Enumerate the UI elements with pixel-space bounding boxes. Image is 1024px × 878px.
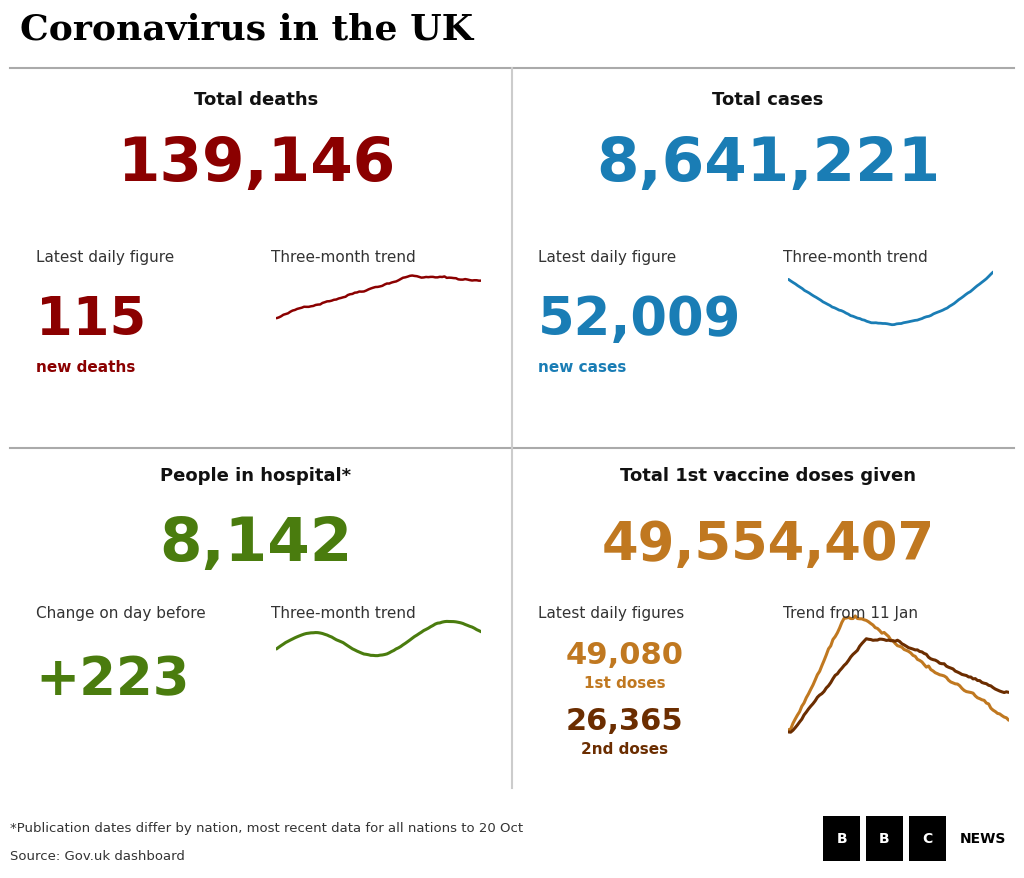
Text: Three-month trend: Three-month trend — [271, 605, 416, 620]
Text: *Publication dates differ by nation, most recent data for all nations to 20 Oct: *Publication dates differ by nation, mos… — [10, 821, 523, 834]
FancyBboxPatch shape — [908, 817, 946, 860]
Text: Total cases: Total cases — [713, 90, 823, 109]
Text: 8,641,221: 8,641,221 — [596, 134, 940, 194]
Text: Latest daily figure: Latest daily figure — [538, 250, 676, 265]
Text: 49,554,407: 49,554,407 — [601, 519, 935, 571]
Text: 49,080: 49,080 — [565, 640, 684, 669]
Text: new cases: new cases — [538, 360, 626, 375]
Text: Three-month trend: Three-month trend — [271, 250, 416, 265]
Text: Total deaths: Total deaths — [194, 90, 318, 109]
Text: People in hospital*: People in hospital* — [161, 466, 351, 484]
Text: 115: 115 — [36, 294, 146, 346]
Text: 139,146: 139,146 — [117, 134, 395, 194]
Text: Three-month trend: Three-month trend — [783, 250, 928, 265]
FancyBboxPatch shape — [823, 817, 860, 860]
Text: 8,142: 8,142 — [160, 515, 352, 573]
Text: Coronavirus in the UK: Coronavirus in the UK — [20, 12, 474, 46]
Text: C: C — [922, 831, 932, 846]
Text: Trend from 11 Jan: Trend from 11 Jan — [783, 605, 919, 620]
Text: Latest daily figure: Latest daily figure — [36, 250, 174, 265]
Text: Total 1st vaccine doses given: Total 1st vaccine doses given — [620, 466, 916, 484]
Text: 2nd doses: 2nd doses — [581, 741, 669, 756]
Text: B: B — [879, 831, 890, 846]
Text: Change on day before: Change on day before — [36, 605, 206, 620]
Text: 26,365: 26,365 — [566, 706, 683, 735]
Text: 52,009: 52,009 — [538, 294, 741, 346]
Text: 1st doses: 1st doses — [584, 675, 666, 690]
FancyBboxPatch shape — [866, 817, 903, 860]
Text: NEWS: NEWS — [959, 831, 1006, 846]
Text: B: B — [837, 831, 847, 846]
Text: Source: Gov.uk dashboard: Source: Gov.uk dashboard — [10, 849, 185, 862]
Text: Latest daily figures: Latest daily figures — [538, 605, 684, 620]
Text: new deaths: new deaths — [36, 360, 135, 375]
Text: +223: +223 — [36, 653, 190, 705]
